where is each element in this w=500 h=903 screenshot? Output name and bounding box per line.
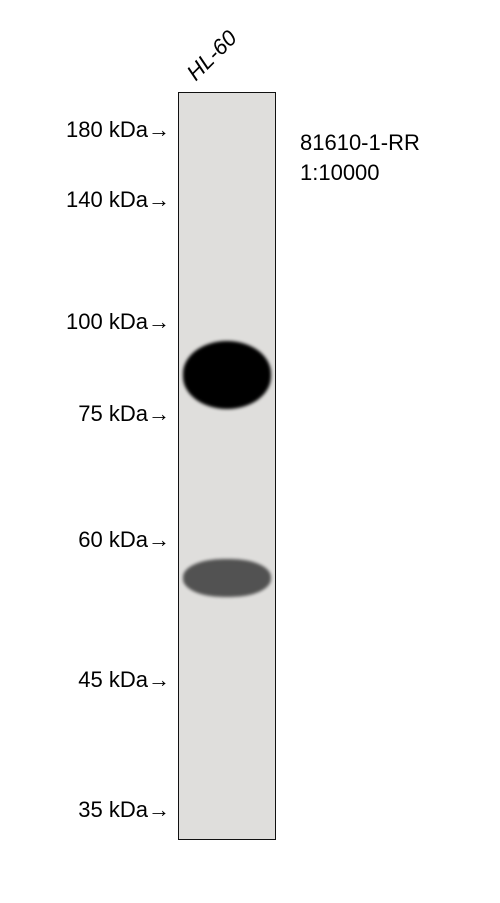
western-blot-figure: WWW.PTGLAB.COM HL-60 81610-1-RR 1:10000 …	[0, 0, 500, 903]
mw-marker-label: 75 kDa→	[78, 401, 170, 427]
mw-marker-label: 45 kDa→	[78, 667, 170, 693]
mw-marker-label: 180 kDa→	[66, 117, 170, 143]
lane-label: HL-60	[182, 25, 243, 86]
mw-marker-label: 140 kDa→	[66, 187, 170, 213]
mw-marker-label: 100 kDa→	[66, 309, 170, 335]
blot-band	[183, 341, 271, 409]
blot-lane	[178, 92, 276, 840]
mw-marker-label: 60 kDa→	[78, 527, 170, 553]
mw-marker-label: 35 kDa→	[78, 797, 170, 823]
antibody-annotation: 81610-1-RR 1:10000	[300, 128, 420, 188]
antibody-id: 81610-1-RR	[300, 128, 420, 158]
antibody-dilution: 1:10000	[300, 158, 420, 188]
blot-band	[183, 559, 271, 597]
